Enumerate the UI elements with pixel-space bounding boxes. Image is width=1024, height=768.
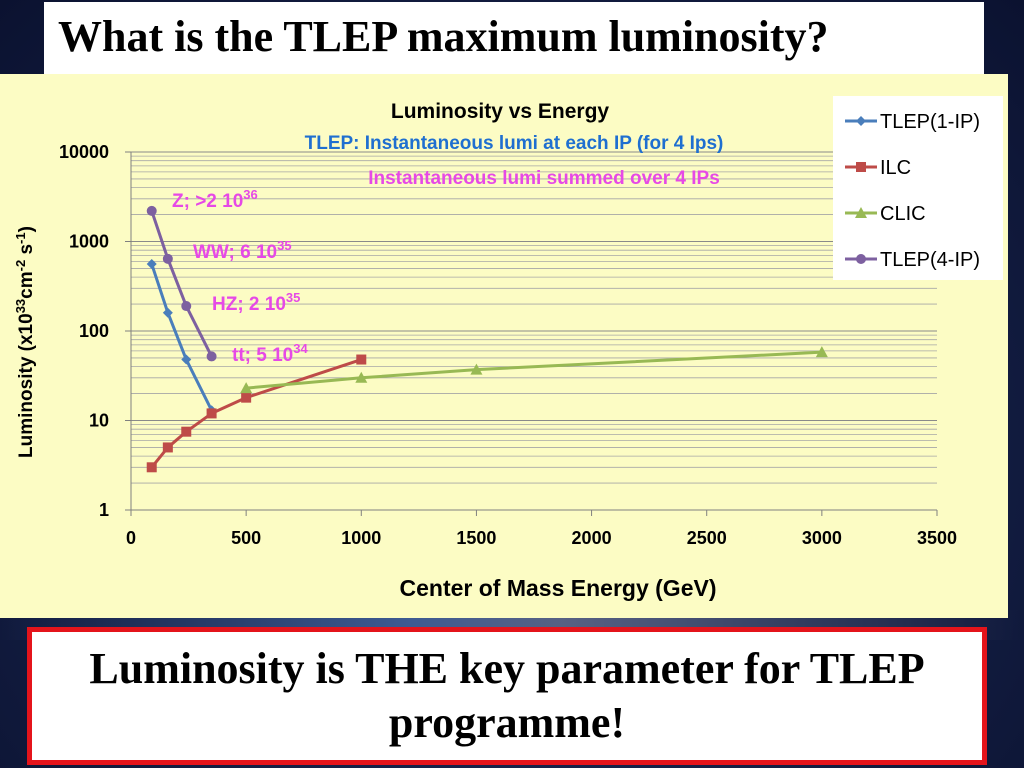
series-line-tlep-4-ip [150, 210, 213, 358]
x-tick-label: 2000 [572, 528, 612, 548]
legend-label-ilc: ILC [880, 157, 911, 179]
slide-title: What is the TLEP maximum luminosity? [58, 12, 829, 61]
x-tick-label: 1500 [456, 528, 496, 548]
y-tick-label: 10 [89, 411, 109, 431]
data-point-tlep-4-ip [146, 205, 157, 216]
chart-axes: 0 500 1000 1500 2000 2500 3000 3500 1 10 100 1000 10… [59, 142, 957, 548]
x-tick-label: 1000 [341, 528, 381, 548]
annotation-hz: HZ; 2 1035 [212, 290, 300, 315]
chart-series [146, 205, 828, 473]
slide-title-box: What is the TLEP maximum luminosity? [44, 2, 984, 74]
series-tlep-4-ip [146, 205, 217, 362]
data-point-ilc [356, 354, 367, 365]
y-tick-label: 1000 [69, 232, 109, 252]
data-point-tlep-4-ip [206, 351, 217, 362]
conclusion-box: Luminosity is THE key parameter for TLEP… [27, 627, 987, 765]
data-point-clic [355, 371, 368, 383]
data-point-ilc [181, 426, 192, 437]
x-tick-label: 3000 [802, 528, 842, 548]
x-axis-label: Center of Mass Energy (GeV) [400, 575, 717, 601]
y-tick-label: 10000 [59, 142, 109, 162]
x-tick-label: 0 [126, 528, 136, 548]
legend-marker-clic [855, 207, 867, 218]
series-line-clic [246, 350, 822, 390]
series-ilc [146, 354, 367, 473]
chart-svg: 0 500 1000 1500 2000 2500 3000 3500 1 10 100 1000 10… [0, 74, 1008, 618]
chart-grid [131, 151, 937, 511]
data-point-tlep-1-ip [181, 354, 192, 365]
data-point-clic [470, 363, 483, 375]
legend-label-tlep-4-ip: TLEP(4-IP) [880, 249, 980, 271]
chart-legend: TLEP(1-IP) ILC CLIC TLEP(4-IP) [833, 96, 1003, 280]
data-point-clic [240, 382, 253, 394]
data-point-ilc [206, 408, 217, 419]
y-axis-label: Luminosity (x1033cm-2 s-1) [13, 226, 37, 458]
chart-subtitle-summed: Instantaneous lumi summed over 4 IPs [368, 168, 720, 189]
annotation-tt: tt; 5 1034 [232, 341, 308, 366]
data-point-tlep-1-ip [162, 307, 173, 318]
luminosity-chart: 0 500 1000 1500 2000 2500 3000 3500 1 10 100 1000 10… [0, 74, 1008, 618]
data-point-ilc [146, 462, 157, 473]
x-tick-label: 500 [231, 528, 261, 548]
y-tick-label: 1 [99, 500, 109, 520]
conclusion-text: Luminosity is THE key parameter for TLEP… [89, 644, 925, 747]
y-tick-label: 100 [79, 321, 109, 341]
series-clic [240, 346, 828, 394]
x-tick-label: 2500 [687, 528, 727, 548]
data-point-tlep-1-ip [146, 259, 157, 270]
annotation-ww: WW; 6 1035 [193, 238, 292, 263]
annotation-z: Z; >2 1036 [172, 187, 258, 212]
data-point-tlep-4-ip [181, 301, 192, 312]
data-point-clic [815, 346, 828, 358]
legend-marker-ilc [856, 162, 866, 172]
chart-subtitle-tlep-per-ip: TLEP: Instantaneous lumi at each IP (for… [305, 133, 724, 154]
legend-label-tlep-1-ip: TLEP(1-IP) [880, 111, 980, 133]
series-line-tlep-1-ip [150, 263, 213, 411]
legend-box [833, 96, 1003, 280]
x-tick-label: 3500 [917, 528, 957, 548]
legend-marker-tlep-1-ip [856, 116, 866, 126]
chart-annotations: Z; >2 1036 WW; 6 1035 HZ; 2 1035 tt; 5 1… [172, 187, 308, 366]
legend-label-clic: CLIC [880, 203, 926, 225]
data-point-ilc [162, 442, 173, 453]
data-point-tlep-4-ip [162, 253, 173, 264]
chart-title: Luminosity vs Energy [391, 100, 610, 123]
data-point-ilc [241, 392, 252, 403]
legend-marker-tlep-4-ip [856, 254, 866, 264]
